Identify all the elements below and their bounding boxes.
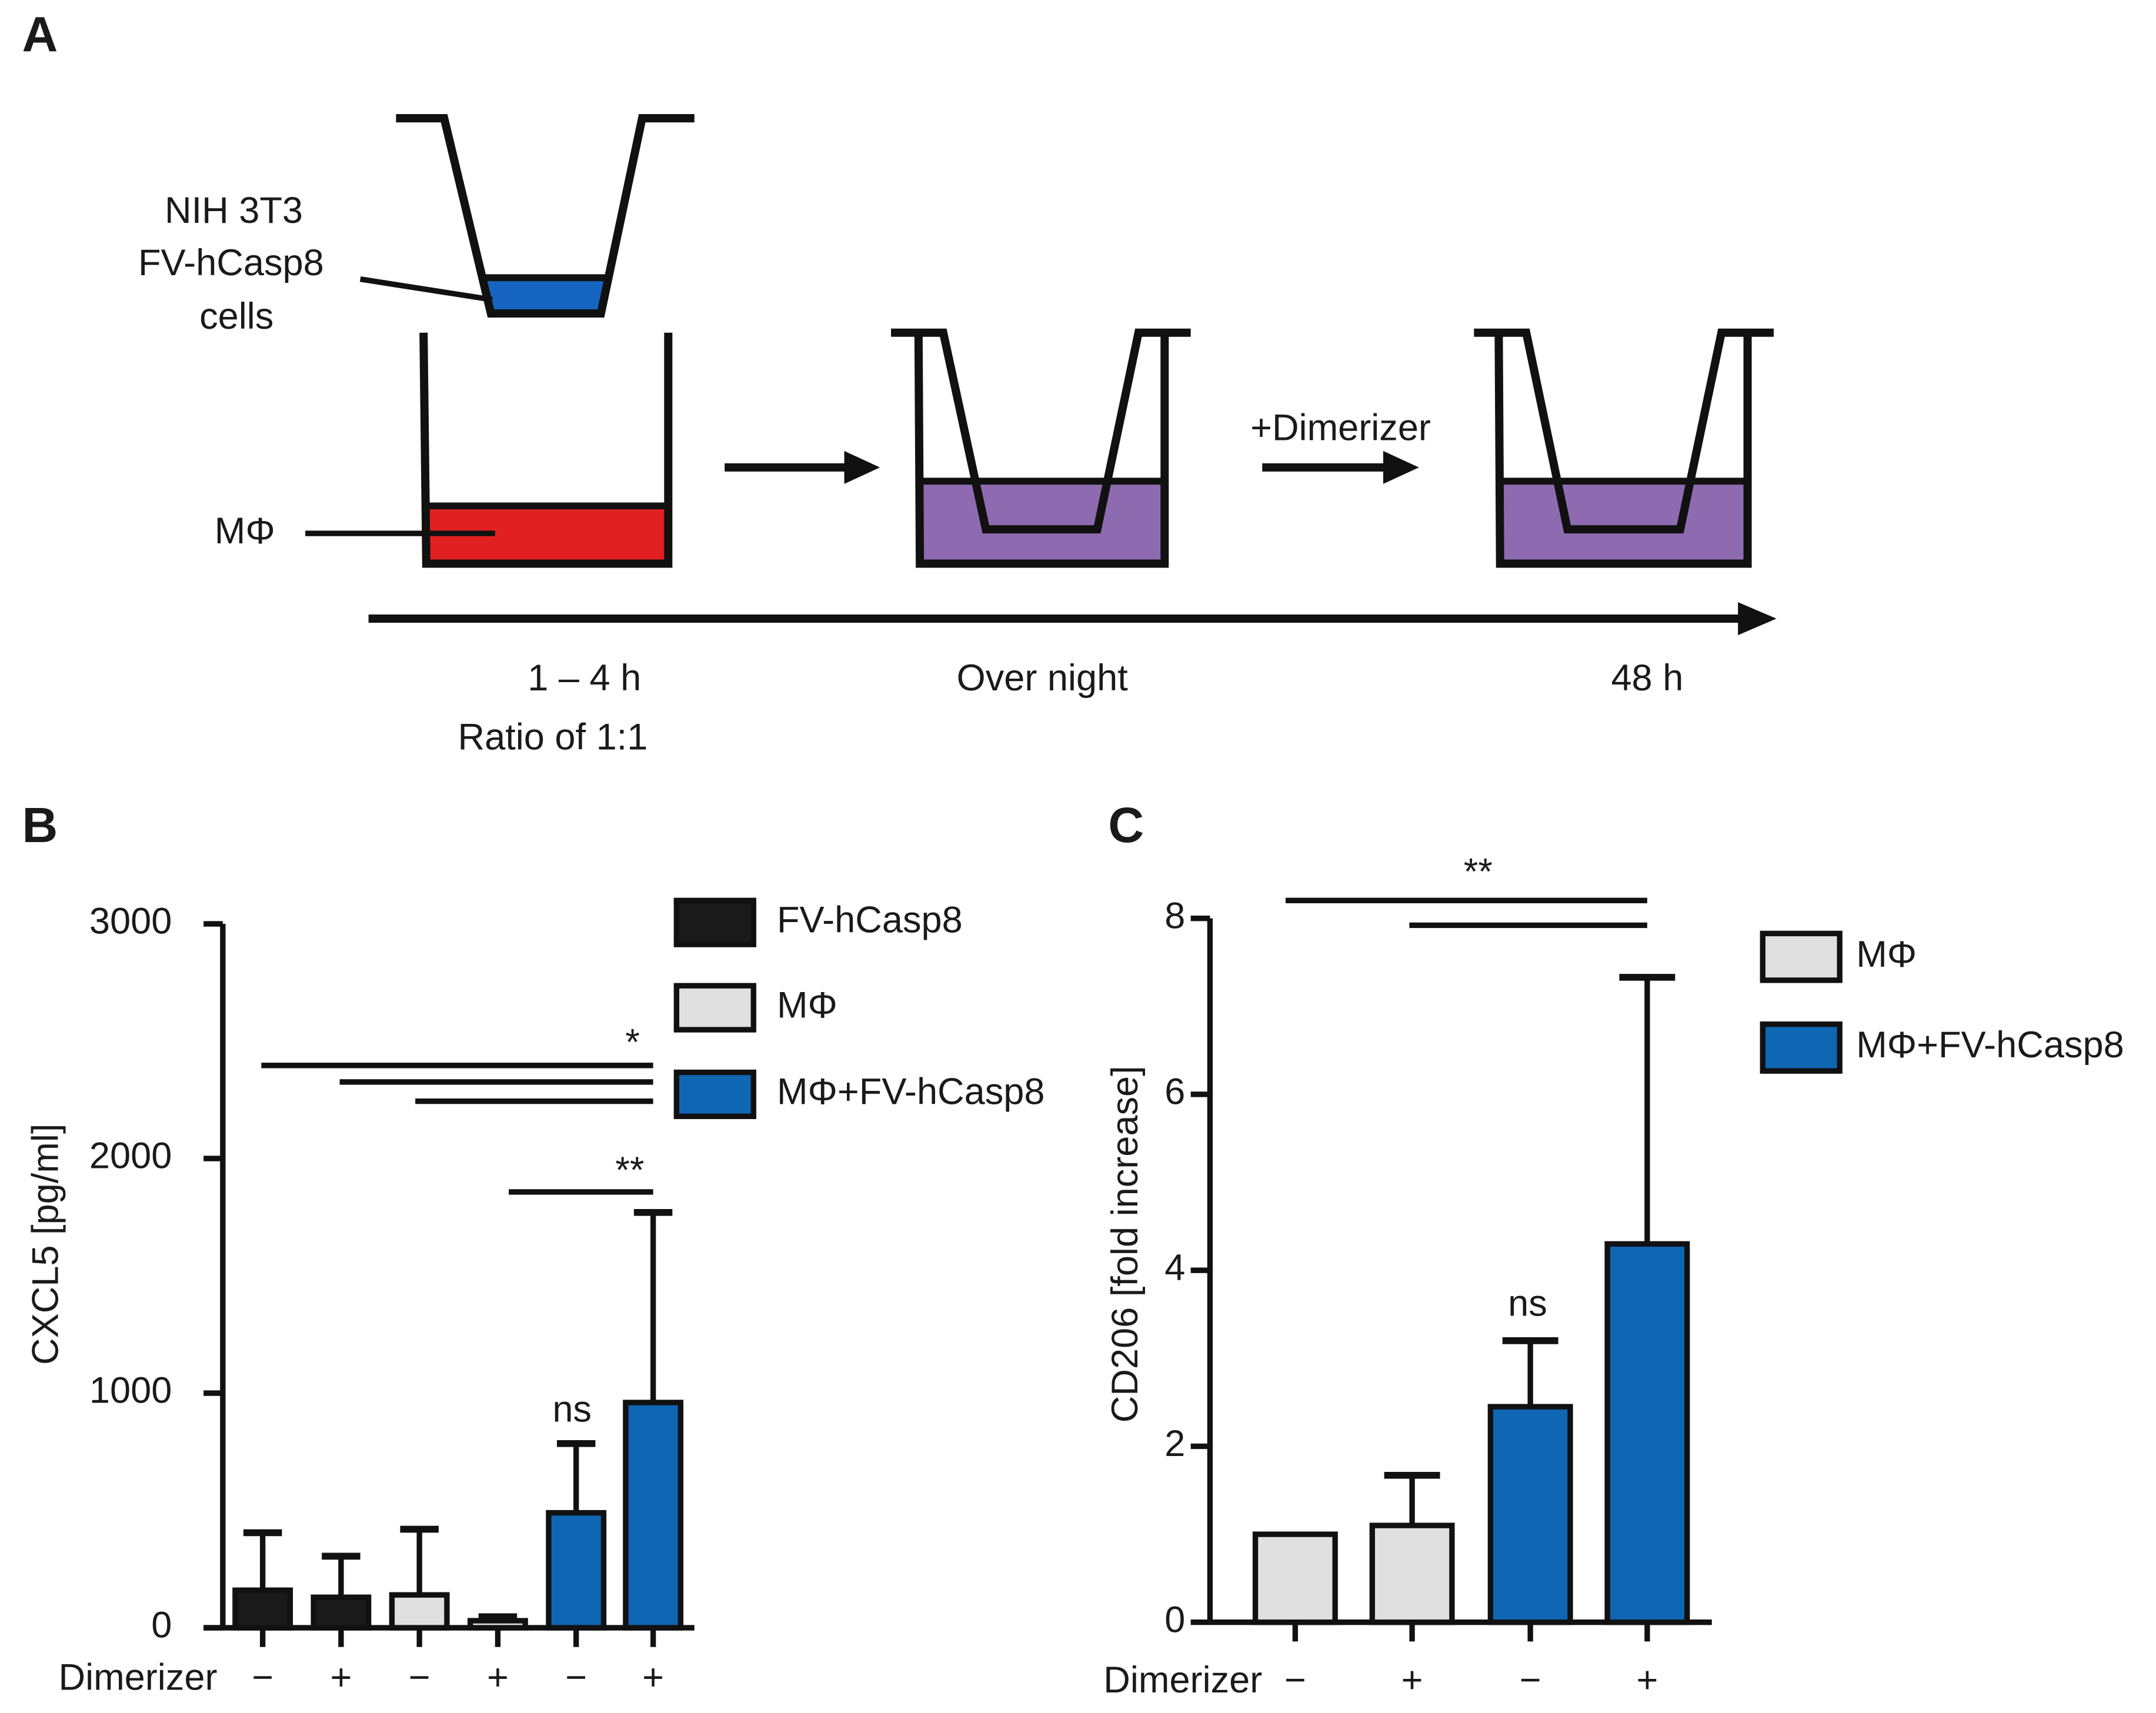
- bar: [623, 1400, 684, 1631]
- arrow-head: [844, 450, 880, 484]
- y-tick-label: 8: [1164, 895, 1185, 936]
- pointer: [359, 276, 493, 303]
- legend-swatch: [1760, 1021, 1843, 1074]
- x-tick-label: −: [1520, 1659, 1541, 1701]
- y-tick-label: 0: [151, 1605, 172, 1646]
- insert: [1474, 328, 1774, 534]
- well: [1494, 332, 1752, 568]
- annotation: **: [1464, 852, 1493, 893]
- legend-label: MΦ+FV-hCasp8: [777, 1071, 1044, 1113]
- x-tick-label: +: [330, 1657, 352, 1698]
- bar: [389, 1592, 450, 1631]
- medium: [921, 481, 1163, 563]
- medium: [1501, 481, 1747, 563]
- legend-swatch: [673, 1069, 756, 1120]
- bar: [1487, 1404, 1573, 1625]
- x-tick-label: −: [1284, 1659, 1306, 1701]
- bar: [467, 1618, 528, 1631]
- legend-label: FV-hCasp8: [777, 899, 963, 940]
- x-tick-label: +: [1401, 1659, 1423, 1701]
- y-tick-label: 2000: [89, 1136, 172, 1177]
- time-label: Over night: [957, 657, 1129, 699]
- bar: [1252, 1531, 1338, 1625]
- diagram: NIH 3T3 FV-hCasp8 cells MΦ +Dimerizer 1 …: [138, 114, 1777, 757]
- arrow-head: [1383, 450, 1419, 484]
- time-label: 48 h: [1611, 657, 1683, 699]
- bar: [546, 1510, 607, 1631]
- annotation: ns: [1508, 1283, 1547, 1324]
- panel-label: B: [22, 797, 58, 853]
- legend-label: MΦ+FV-hCasp8: [1856, 1024, 2124, 1066]
- x-tick-label: −: [409, 1657, 430, 1698]
- insert: [396, 114, 695, 318]
- y-tick-label: 6: [1164, 1071, 1185, 1113]
- x-axis-label: Dimerizer: [1103, 1659, 1262, 1701]
- time-label: Ratio of 1:1: [458, 716, 648, 757]
- insert-cells: [481, 278, 607, 314]
- legend-swatch: [673, 983, 756, 1033]
- annotation: ns: [552, 1389, 592, 1430]
- diagram-label: cells: [199, 296, 273, 337]
- well: [914, 332, 1169, 568]
- arrow-head: [1738, 602, 1777, 636]
- diagram-label: FV-hCasp8: [138, 242, 324, 283]
- legend-label: MΦ: [1856, 934, 1917, 975]
- x-axis-label: Dimerizer: [59, 1657, 218, 1698]
- diagram-label: NIH 3T3: [165, 190, 303, 231]
- bar: [1369, 1522, 1455, 1625]
- bar: [311, 1594, 372, 1631]
- y-tick-label: 2: [1164, 1423, 1185, 1464]
- x-tick-label: −: [252, 1657, 273, 1698]
- diagram-label: +Dimerizer: [1250, 407, 1431, 448]
- legend-label: MΦ: [777, 984, 837, 1026]
- x-tick-label: +: [642, 1657, 664, 1698]
- annotation: *: [625, 1021, 640, 1063]
- y-tick-label: 1000: [89, 1370, 172, 1411]
- insert: [891, 328, 1191, 534]
- annotation: **: [615, 1150, 644, 1191]
- diagram-label: MΦ: [215, 510, 275, 552]
- bar: [232, 1587, 293, 1631]
- x-tick-label: +: [1636, 1659, 1658, 1701]
- legend-swatch: [673, 897, 756, 947]
- x-tick-label: −: [565, 1657, 587, 1698]
- y-tick-label: 0: [1164, 1599, 1185, 1640]
- well: [419, 332, 673, 568]
- y-tick-label: 3000: [89, 901, 172, 942]
- time-label: 1 – 4 h: [528, 657, 641, 699]
- y-tick-label: 4: [1164, 1247, 1185, 1288]
- panel-label: C: [1108, 797, 1144, 853]
- legend-swatch: [1760, 930, 1843, 983]
- panel-label: A: [22, 7, 58, 62]
- x-tick-label: +: [487, 1657, 509, 1698]
- y-axis-label: CD206 [fold increase]: [1104, 1066, 1146, 1423]
- bar: [1604, 1241, 1690, 1625]
- y-axis-label: CXCL5 [pg/ml]: [25, 1124, 66, 1365]
